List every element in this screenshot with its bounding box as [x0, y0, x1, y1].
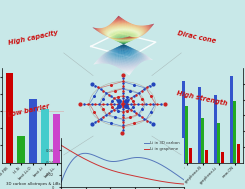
- Li in graphene: [65, 147, 68, 149]
- Li in 3D carbon: [177, 175, 180, 177]
- Li in graphene: [67, 149, 70, 151]
- Bar: [214, 95, 217, 163]
- Bar: [182, 81, 185, 163]
- Bar: [198, 87, 201, 163]
- Text: High capacity: High capacity: [7, 30, 58, 46]
- Line: Li in graphene: Li in graphene: [61, 145, 184, 184]
- Legend: Li in 3D carbon, Li in graphene: Li in 3D carbon, Li in graphene: [142, 140, 182, 153]
- X-axis label: 3D carbon allotropes & LiBs: 3D carbon allotropes & LiBs: [6, 182, 60, 186]
- Bar: [201, 119, 204, 163]
- Bar: [189, 148, 192, 163]
- Li in 3D carbon: [182, 179, 185, 181]
- Li in 3D carbon: [65, 169, 68, 171]
- Li in graphene: [92, 162, 95, 165]
- Li in graphene: [176, 182, 179, 185]
- Li in 3D carbon: [93, 154, 96, 157]
- Li in 3D carbon: [67, 164, 70, 167]
- Text: High strength: High strength: [176, 90, 228, 107]
- Bar: [17, 136, 25, 163]
- Li in graphene: [83, 157, 86, 160]
- Bar: [220, 152, 224, 163]
- Li in graphene: [172, 182, 175, 184]
- Li in 3D carbon: [172, 172, 175, 174]
- Li in 3D carbon: [60, 181, 63, 183]
- Bar: [205, 150, 208, 163]
- Bar: [217, 123, 220, 163]
- Bar: [233, 101, 236, 163]
- Li in graphene: [60, 144, 63, 146]
- Li in 3D carbon: [83, 152, 86, 154]
- Bar: [41, 109, 49, 163]
- Line: Li in 3D carbon: Li in 3D carbon: [61, 153, 184, 182]
- Bar: [236, 144, 240, 163]
- Bar: [53, 114, 61, 163]
- Li in 3D carbon: [84, 152, 87, 154]
- Text: Dirac cone: Dirac cone: [176, 30, 216, 44]
- Bar: [29, 99, 37, 163]
- Text: Low barrier: Low barrier: [7, 103, 50, 118]
- Bar: [230, 76, 233, 163]
- Bar: [185, 106, 188, 163]
- Bar: [6, 73, 13, 163]
- Li in graphene: [182, 183, 185, 185]
